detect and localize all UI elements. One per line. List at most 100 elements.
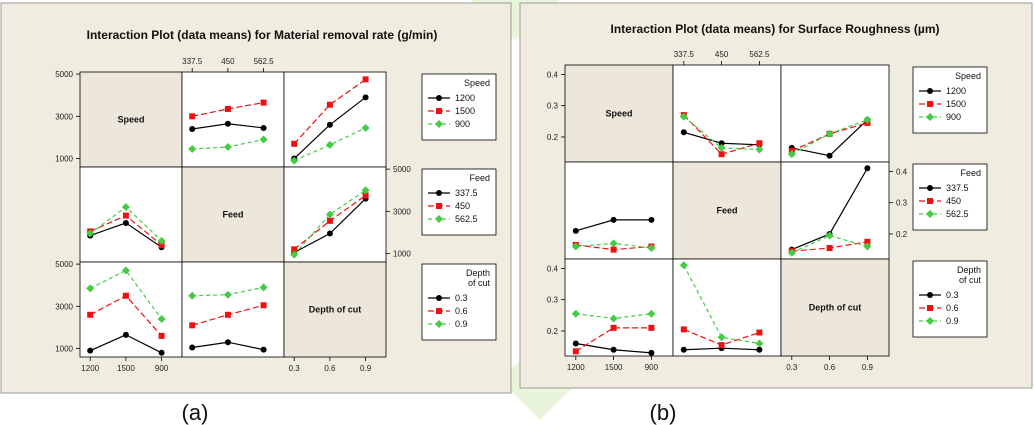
data-point	[864, 165, 871, 172]
x-tick-label: 337.5	[182, 57, 203, 66]
plot-cell	[79, 166, 183, 263]
data-point	[718, 342, 725, 349]
legend: Feed 337.5 450 562.5	[912, 163, 988, 231]
legend-entry: 337.5	[455, 188, 478, 198]
legend-entry: 0.3	[455, 293, 468, 303]
caption-b: (b)	[650, 400, 677, 425]
plot-cell	[780, 161, 890, 260]
data-point	[609, 239, 618, 248]
legend-entry: 1200	[455, 93, 475, 103]
series-line	[683, 264, 760, 345]
factor-label: Speed	[605, 109, 632, 119]
x-tick-label: 562.5	[254, 57, 275, 66]
legend-entry: 0.6	[946, 303, 959, 313]
data-point	[87, 311, 94, 318]
data-point	[259, 283, 268, 292]
factor-label: Depth of cut	[809, 303, 862, 313]
data-point	[325, 210, 334, 219]
data-point	[189, 344, 196, 351]
data-point	[572, 348, 579, 355]
data-point	[648, 324, 655, 331]
data-point	[122, 219, 129, 226]
x-tick-label: 0.3	[786, 363, 798, 372]
diagonal-cell	[672, 161, 782, 260]
legend-marker	[927, 198, 933, 204]
legend-marker	[927, 292, 933, 298]
data-point	[86, 229, 95, 238]
interaction-cell-plot	[188, 283, 268, 353]
data-point	[189, 126, 196, 132]
data-point	[679, 261, 688, 270]
interaction-cell-plot	[188, 99, 268, 154]
y-tick-label: 1000	[393, 250, 411, 259]
factor-label: Speed	[117, 115, 144, 125]
legend-box	[912, 163, 988, 231]
x-tick-label: 450	[715, 50, 729, 59]
interaction-plot-surface-roughness: Interaction Plot (data means) for Surfac…	[519, 2, 1033, 389]
data-point	[189, 322, 196, 329]
legend-entry: 450	[946, 196, 961, 206]
y-tick-label: 5000	[55, 70, 73, 79]
data-point	[610, 216, 617, 223]
data-point	[189, 113, 196, 120]
data-point	[260, 346, 267, 353]
data-point	[158, 242, 165, 249]
plot-cell	[672, 258, 782, 357]
legend-box	[912, 66, 988, 134]
legend-marker	[436, 203, 442, 209]
data-point	[647, 309, 656, 318]
x-tick-label: 562.5	[749, 50, 770, 59]
diagonal-cell	[181, 166, 285, 263]
legend-entry: 450	[455, 201, 470, 211]
y-tick-label: 1000	[55, 345, 73, 354]
data-point	[290, 250, 299, 259]
legend: Feed 337.5 450 562.5	[421, 168, 497, 236]
legend-entry: 1200	[946, 86, 966, 96]
data-point	[188, 145, 197, 154]
data-point	[572, 340, 579, 347]
data-point	[718, 140, 725, 147]
interaction-cell-plot	[290, 186, 370, 259]
legend-box	[421, 263, 497, 341]
data-point	[223, 290, 232, 299]
data-point	[326, 230, 333, 237]
y-tick-label: 3000	[55, 112, 73, 121]
x-tick-label: 900	[645, 363, 659, 372]
y-tick-label: 1000	[55, 155, 73, 164]
interaction-cell-plot	[787, 165, 872, 257]
data-point	[717, 143, 726, 152]
data-point	[87, 347, 94, 354]
data-point	[756, 346, 763, 353]
plot-cell	[181, 261, 285, 358]
data-point	[362, 94, 369, 101]
data-point	[787, 150, 796, 159]
data-point	[158, 332, 165, 339]
data-point	[260, 302, 267, 309]
series-line	[293, 78, 366, 145]
y-tick-label: 5000	[55, 260, 73, 269]
legend: Speed 1200 1500 900	[912, 66, 988, 134]
y-tick-label: 0.3	[547, 296, 559, 305]
x-tick-label: 1500	[605, 363, 623, 372]
interaction-cell-plot	[290, 76, 370, 165]
interaction-cell-plot	[571, 216, 656, 253]
data-point	[224, 339, 231, 346]
y-tick-label: 5000	[393, 165, 411, 174]
data-point	[157, 315, 166, 323]
data-point	[291, 246, 298, 253]
data-point	[680, 129, 687, 136]
data-point	[291, 140, 298, 147]
plot-cell	[181, 71, 285, 168]
data-point	[122, 331, 129, 338]
data-point	[679, 112, 688, 121]
data-point	[610, 324, 617, 331]
plot-cell	[780, 64, 890, 163]
plot-cell	[283, 71, 387, 168]
series-line	[293, 189, 366, 256]
x-tick-label: 0.9	[360, 364, 372, 373]
legend-marker	[926, 113, 934, 121]
y-tick-label: 0.3	[896, 199, 908, 208]
data-point	[610, 246, 617, 253]
x-tick-label: 450	[221, 57, 235, 66]
data-point	[361, 123, 370, 132]
